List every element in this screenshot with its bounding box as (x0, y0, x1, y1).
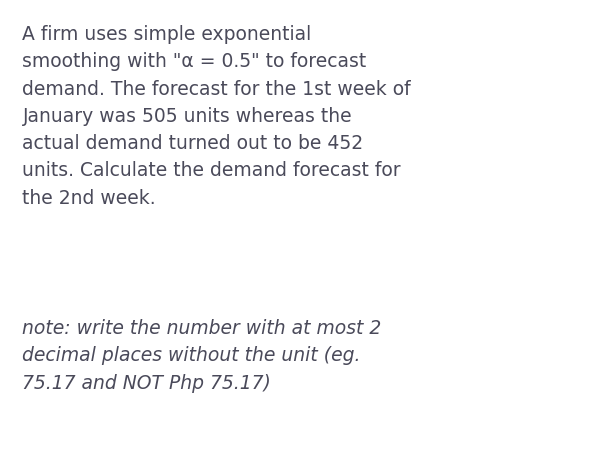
Text: A firm uses simple exponential
smoothing with "α = 0.5" to forecast
demand. The : A firm uses simple exponential smoothing… (22, 25, 411, 207)
Text: note: write the number with at most 2
decimal places without the unit (eg.
75.17: note: write the number with at most 2 de… (22, 318, 382, 392)
